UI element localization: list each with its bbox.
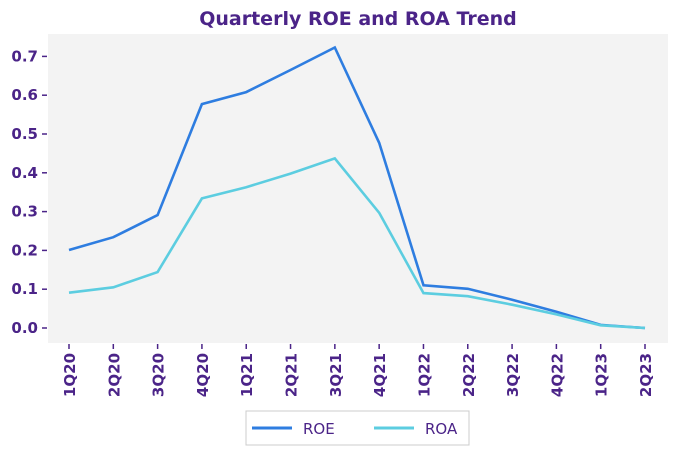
- x-tick-label: 2Q21: [283, 353, 301, 397]
- y-tick-label: 0.2: [11, 241, 38, 259]
- y-tick-label: 0.6: [11, 86, 38, 104]
- x-axis: 1Q20 2Q20 3Q20 4Q20 1Q21 2Q21 3Q21 4Q21 1Q22 2Q22…: [61, 344, 655, 397]
- x-tick-label: 3Q21: [327, 353, 345, 397]
- y-tick-label: 0.3: [11, 203, 38, 221]
- y-tick-label: 0.5: [11, 125, 38, 143]
- y-tick-label: 0.1: [11, 280, 38, 298]
- x-tick-label: 2Q23: [637, 353, 655, 397]
- series-lines: [68, 45, 646, 330]
- x-tick-label: 3Q20: [150, 353, 168, 397]
- chart-title: Quarterly ROE and ROA Trend: [199, 8, 517, 30]
- x-tick-label: 4Q20: [194, 353, 212, 397]
- x-tick-label: 4Q21: [371, 353, 389, 397]
- x-tick-label: 1Q21: [238, 353, 256, 397]
- x-tick-label: 1Q22: [415, 353, 433, 397]
- legend: ROE ROA: [245, 410, 470, 446]
- x-tick-label: 2Q20: [105, 353, 123, 397]
- series-line-roa: [68, 156, 646, 330]
- y-tick-label: 0.7: [11, 47, 38, 65]
- x-tick-label: 2Q22: [460, 353, 478, 397]
- y-tick-label: 0.4: [11, 164, 38, 182]
- x-tick-label: 3Q22: [504, 353, 522, 397]
- y-axis: 0.0 0.1 0.2 0.3 0.4 0.5 0.6 0.7: [11, 47, 47, 337]
- x-tick-label: 4Q22: [548, 353, 566, 397]
- series-line-roe: [68, 45, 646, 330]
- legend-label-roe: ROE: [303, 420, 335, 438]
- x-tick-label: 1Q23: [593, 353, 611, 397]
- x-tick-label: 1Q20: [61, 353, 79, 397]
- y-tick-label: 0.0: [11, 319, 38, 337]
- legend-label-roa: ROA: [425, 420, 458, 438]
